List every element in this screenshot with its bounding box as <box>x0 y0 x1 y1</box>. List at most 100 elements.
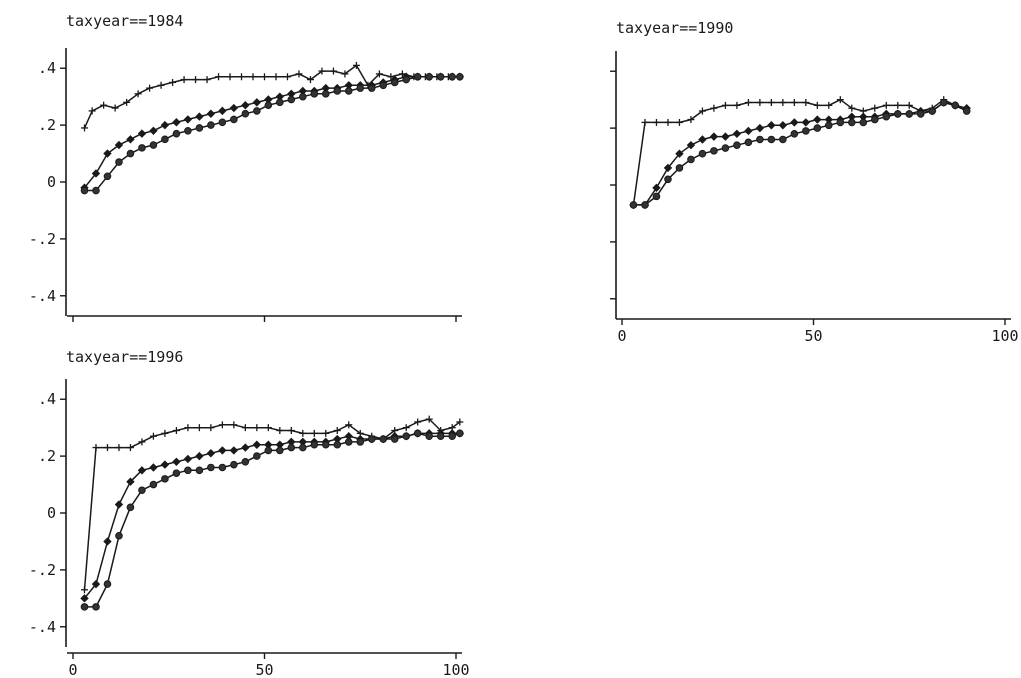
data-point-circle <box>356 438 365 446</box>
data-point-plus <box>226 73 234 81</box>
data-point-diamond <box>195 112 204 121</box>
data-point-plus <box>126 444 134 452</box>
data-point-circle <box>241 458 250 466</box>
data-point-plus <box>402 424 410 432</box>
y-tick-label: -.2 <box>29 561 56 579</box>
data-point-circle <box>287 443 296 452</box>
series-line-plus <box>83 64 460 129</box>
data-point-circle <box>344 87 353 95</box>
data-point-circle <box>80 603 89 611</box>
data-point-circle <box>115 158 123 166</box>
data-point-circle <box>115 531 123 540</box>
data-point-circle <box>779 135 787 144</box>
data-point-circle <box>436 432 445 441</box>
data-point-diamond <box>732 129 742 139</box>
data-point-diamond <box>103 149 112 158</box>
data-point-circle <box>721 144 730 152</box>
data-point-plus <box>352 61 360 69</box>
data-point-circle <box>172 129 181 138</box>
data-point-plus <box>92 444 100 452</box>
data-point-circle <box>744 138 753 147</box>
data-point-circle <box>367 435 376 443</box>
data-point-circle <box>836 118 845 127</box>
data-point-plus <box>146 84 154 92</box>
data-point-plus <box>103 444 111 452</box>
x-tick-label: 0 <box>68 661 77 678</box>
x-tick-label: 100 <box>442 661 469 678</box>
series-line-plus <box>83 418 461 590</box>
data-point-plus <box>169 78 177 86</box>
data-point-plus <box>341 70 349 78</box>
data-point-plus <box>218 421 226 429</box>
data-point-circle <box>230 115 238 124</box>
data-point-diamond <box>778 121 788 130</box>
data-point-circle <box>916 110 925 118</box>
y-tick-label: -.2 <box>29 230 56 248</box>
data-point-diamond <box>126 477 135 486</box>
data-point-diamond <box>218 106 227 116</box>
data-point-plus <box>283 73 291 81</box>
data-point-plus <box>905 101 913 109</box>
data-point-diamond <box>172 457 181 467</box>
data-point-circle <box>448 432 456 441</box>
panel-title: taxyear==1990 <box>616 19 733 37</box>
data-point-circle <box>333 440 342 449</box>
data-point-plus <box>272 73 280 81</box>
data-point-circle <box>390 435 399 443</box>
data-point-diamond <box>126 135 135 144</box>
data-point-circle <box>456 429 464 438</box>
data-point-circle <box>813 124 822 132</box>
data-point-diamond <box>206 449 216 458</box>
data-point-circle <box>184 466 192 475</box>
data-point-plus <box>287 427 295 435</box>
data-point-circle <box>218 463 227 472</box>
data-point-diamond <box>91 169 101 178</box>
panel-taxyear-1996: taxyear==1996 .4 .2 0 -.2 -.4 0 50 100 <box>29 348 470 678</box>
data-point-diamond <box>229 446 239 455</box>
data-point-plus <box>345 421 353 429</box>
data-point-circle <box>675 164 684 172</box>
data-point-circle <box>253 452 261 460</box>
data-point-circle <box>276 98 284 107</box>
data-point-plus <box>322 429 330 437</box>
data-point-plus <box>161 429 169 437</box>
data-point-plus <box>698 107 706 115</box>
data-point-circle <box>207 463 215 472</box>
data-point-circle <box>710 147 718 155</box>
data-point-plus <box>779 99 787 107</box>
data-point-circle <box>425 72 433 81</box>
data-point-diamond <box>801 118 811 127</box>
data-point-circle <box>103 172 112 181</box>
data-point-plus <box>88 107 96 115</box>
data-point-plus <box>675 118 683 126</box>
data-point-plus <box>241 424 249 432</box>
data-point-circle <box>126 503 135 512</box>
series-line-circle <box>84 432 461 608</box>
data-point-circle <box>264 446 273 455</box>
data-point-plus <box>215 73 223 81</box>
data-point-diamond <box>160 120 170 130</box>
data-point-plus <box>192 76 200 84</box>
data-point-circle <box>652 192 661 201</box>
data-point-plus <box>80 586 88 594</box>
data-point-diamond <box>813 115 822 124</box>
data-point-circle <box>264 101 273 109</box>
data-point-plus <box>80 124 88 132</box>
data-point-plus <box>299 429 307 437</box>
data-point-plus <box>249 73 257 81</box>
data-point-plus <box>641 118 649 126</box>
data-point-plus <box>306 76 314 84</box>
data-point-circle <box>367 84 376 92</box>
data-point-circle <box>962 107 971 115</box>
data-point-circle <box>218 118 227 127</box>
data-point-diamond <box>183 115 193 124</box>
data-point-circle <box>905 110 914 118</box>
data-point-diamond <box>229 103 239 113</box>
data-point-circle <box>161 135 169 144</box>
data-point-circle <box>882 112 891 121</box>
data-point-circle <box>310 90 319 98</box>
data-point-diamond <box>114 140 124 150</box>
data-point-plus <box>276 427 284 435</box>
series-line-circle <box>84 76 460 192</box>
